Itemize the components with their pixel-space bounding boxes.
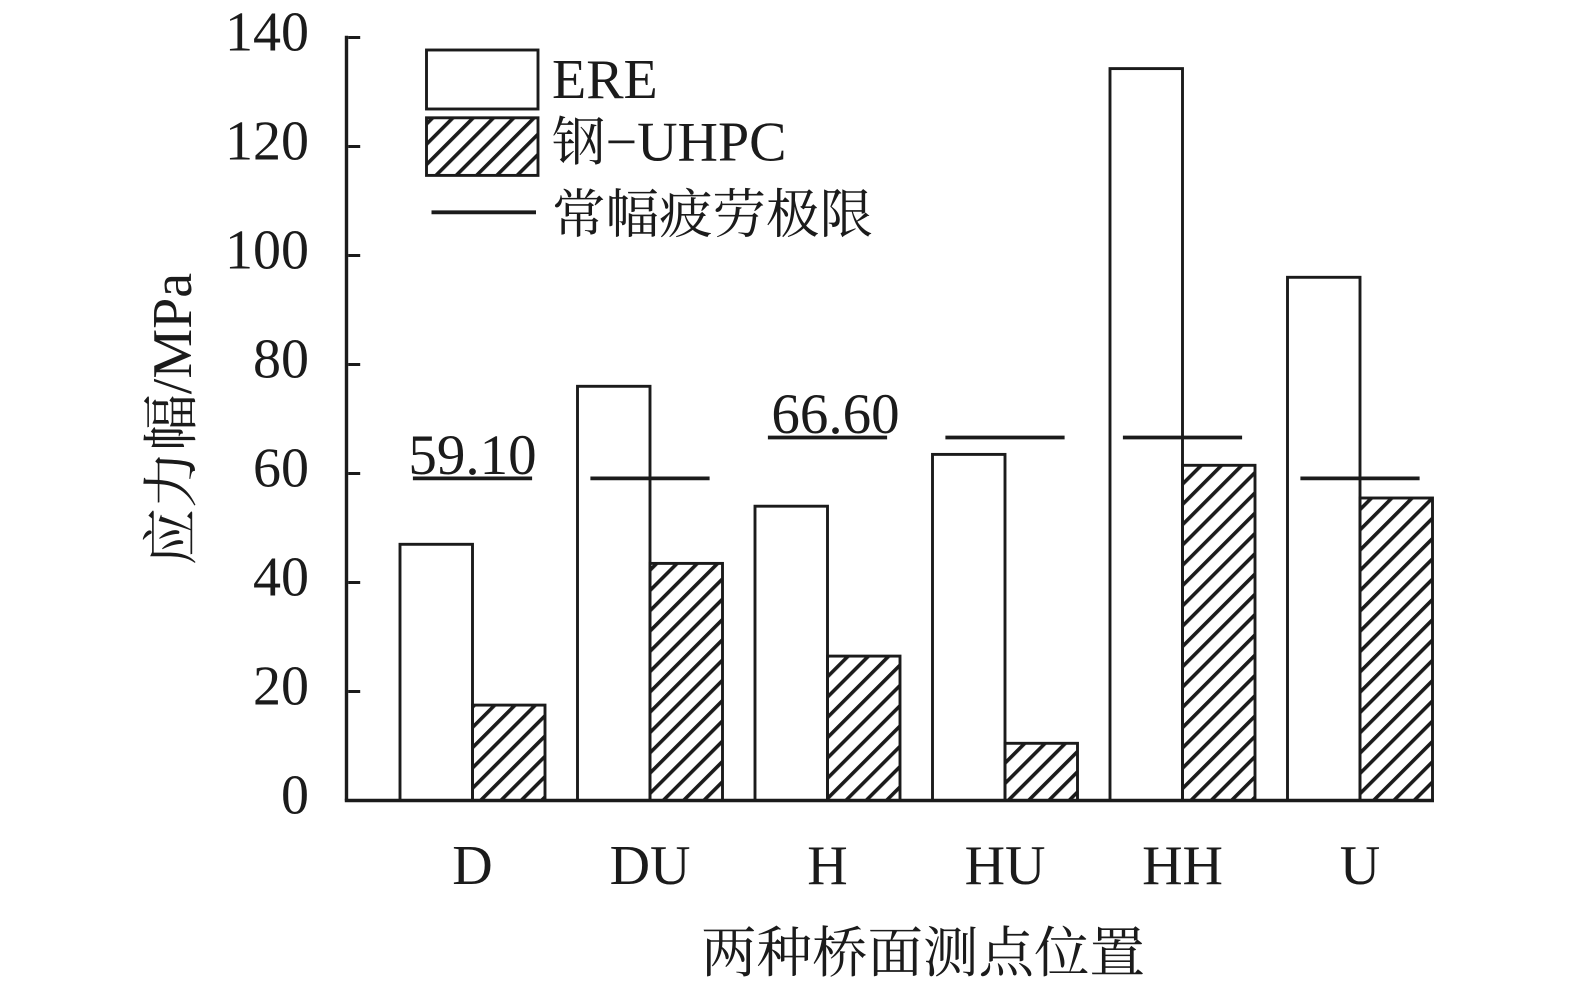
y-tick-label-60-text: 60 — [253, 438, 309, 500]
y-tick-label-100: 100 — [225, 220, 309, 282]
x-axis-title-cjk-glyph — [925, 926, 976, 977]
y-tick-label-40: 40 — [253, 547, 309, 609]
y-tick-label-80-text: 80 — [253, 329, 309, 391]
legend-label-ere-text: ERE — [552, 49, 658, 111]
bar-uhpc-d — [471, 703, 547, 802]
y-tick-label-60: 60 — [253, 438, 309, 500]
annotation-59-10-text: 59.10 — [408, 424, 536, 487]
x-category-label-u-text: U — [1340, 835, 1380, 897]
bar-ere-hh — [1108, 67, 1184, 802]
x-axis-title-cjk-glyph — [703, 926, 755, 977]
legend-label-x — [554, 187, 872, 238]
legend-label-x-cjk-glyph — [660, 187, 711, 238]
legend-label-x-cjk-glyph — [609, 188, 658, 237]
annotation-66-60-text: 66.60 — [771, 383, 899, 446]
x-category-label-du: DU — [610, 835, 691, 897]
bar-uhpc-hu — [1003, 741, 1079, 802]
annotation-66-60: 66.60 — [771, 383, 899, 446]
x-axis-title — [703, 925, 1143, 977]
y-tick-label-20: 20 — [253, 656, 309, 718]
bar-uhpc-u — [1358, 496, 1434, 802]
legend-label-ere: ERE — [552, 49, 658, 111]
legend-label-x-cjk-glyph — [554, 188, 604, 237]
y-tick-label-100-text: 100 — [225, 220, 309, 282]
legend-label-uhpc: −UHPC — [553, 112, 786, 174]
x-category-label-u: U — [1340, 835, 1380, 897]
legend-label-x-cjk-glyph — [824, 188, 872, 238]
legend-swatch-ere — [425, 48, 540, 111]
y-axis-title-rotated: /MPa — [142, 273, 204, 563]
y-tick-label-140: 140 — [225, 2, 309, 64]
x-category-label-d-text: D — [452, 835, 492, 897]
x-category-label-hu: HU — [965, 835, 1046, 897]
bars — [398, 67, 1434, 802]
y-axis-title-cjk-glyph — [143, 456, 196, 506]
y-tick-label-0-text: 0 — [281, 765, 309, 827]
y-tick-label-80: 80 — [253, 329, 309, 391]
bar-uhpc-h — [826, 654, 902, 802]
y-ticks: 0 20 40 60 80 100 120 140 — [225, 2, 361, 827]
legend-swatch-uhpc — [425, 116, 540, 177]
bar-ere-u — [1286, 275, 1362, 802]
x-axis-title-cjk-glyph — [1035, 925, 1088, 977]
annotations: 59.10 66.60 — [408, 383, 899, 487]
x-category-label-h-text: H — [807, 835, 847, 897]
fatigue-limit-lines — [412, 435, 1420, 481]
y-tick-label-120: 120 — [225, 111, 309, 173]
x-axis-title-cjk-glyph — [813, 925, 866, 977]
y-tick-label-120-text: 120 — [225, 111, 309, 173]
y-axis-title-text: /MPa — [142, 273, 204, 394]
x-category-label-hu-text: HU — [965, 835, 1046, 897]
x-axis-title-cjk-glyph — [757, 925, 811, 977]
y-tick-label-0: 0 — [281, 765, 309, 827]
bar-uhpc-hh — [1181, 463, 1257, 802]
y-tick-label-140-text: 140 — [225, 2, 309, 64]
y-tick-label-20-text: 20 — [253, 656, 309, 718]
x-axis-title-cjk-glyph — [870, 926, 921, 977]
x-category-label-h: H — [807, 835, 847, 897]
axes — [344, 35, 1434, 803]
x-category-label-d: D — [452, 835, 492, 897]
y-axis-title: /MPa — [142, 273, 204, 563]
x-category-label-hh-text: HH — [1142, 835, 1223, 897]
x-category-labels: D DU H HU HH U — [452, 835, 1380, 897]
legend-label-x-cjk-glyph — [767, 187, 819, 238]
x-axis-title-cjk-glyph — [1091, 926, 1143, 975]
axis-titles: /MPa — [142, 273, 1143, 977]
bar-ere-d — [398, 542, 474, 802]
bar-ere-hu — [931, 452, 1007, 802]
bar-ere-du — [576, 384, 652, 802]
legend-label-x-cjk-glyph — [714, 187, 764, 238]
x-category-label-hh: HH — [1142, 835, 1223, 897]
y-axis-title-cjk-glyph — [142, 510, 196, 563]
y-axis-title-cjk-glyph — [143, 396, 196, 448]
annotation-59-10: 59.10 — [408, 424, 536, 487]
y-tick-label-40-text: 40 — [253, 547, 309, 609]
legend-label-uhpc-cjk-glyph — [553, 115, 604, 165]
x-category-label-du-text: DU — [610, 835, 691, 897]
x-axis-title-cjk-glyph — [980, 925, 1032, 977]
bar-ere-h — [753, 504, 829, 802]
legend-label-uhpc-text: −UHPC — [606, 112, 787, 174]
legend: ERE−UHPC — [425, 48, 872, 238]
bar-uhpc-du — [648, 561, 724, 802]
